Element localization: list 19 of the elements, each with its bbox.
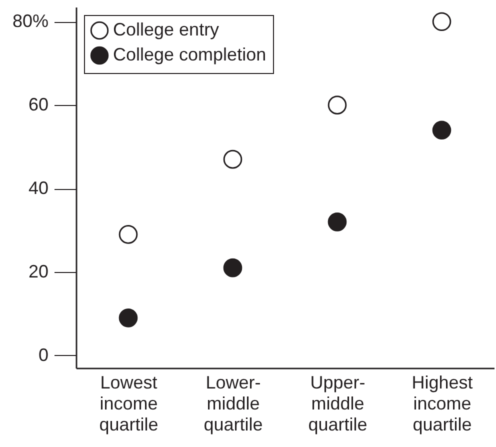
- point: [223, 150, 242, 169]
- point: [118, 225, 138, 244]
- x-tick-label: Upper-middle quartile: [308, 372, 368, 434]
- point: [118, 308, 138, 328]
- point: [328, 96, 347, 114]
- y-tick-label: 80%: [12, 11, 48, 32]
- point: [328, 212, 347, 232]
- point: [223, 258, 242, 278]
- x-tick-label: Highest income quartile: [412, 372, 473, 434]
- y-tick-label: 40: [28, 178, 48, 198]
- x-tick-label: Lowest income quartile: [99, 372, 158, 434]
- point: [432, 12, 452, 31]
- point: [432, 120, 452, 140]
- x-tick-label: Lower-middle quartile: [204, 372, 263, 434]
- y-tick-label: 20: [28, 262, 48, 282]
- legend-label: College completion: [113, 44, 266, 64]
- y-tick-label: 60: [28, 94, 48, 115]
- y-tick-label: 0: [38, 344, 48, 365]
- legend-label: College entry: [113, 20, 220, 40]
